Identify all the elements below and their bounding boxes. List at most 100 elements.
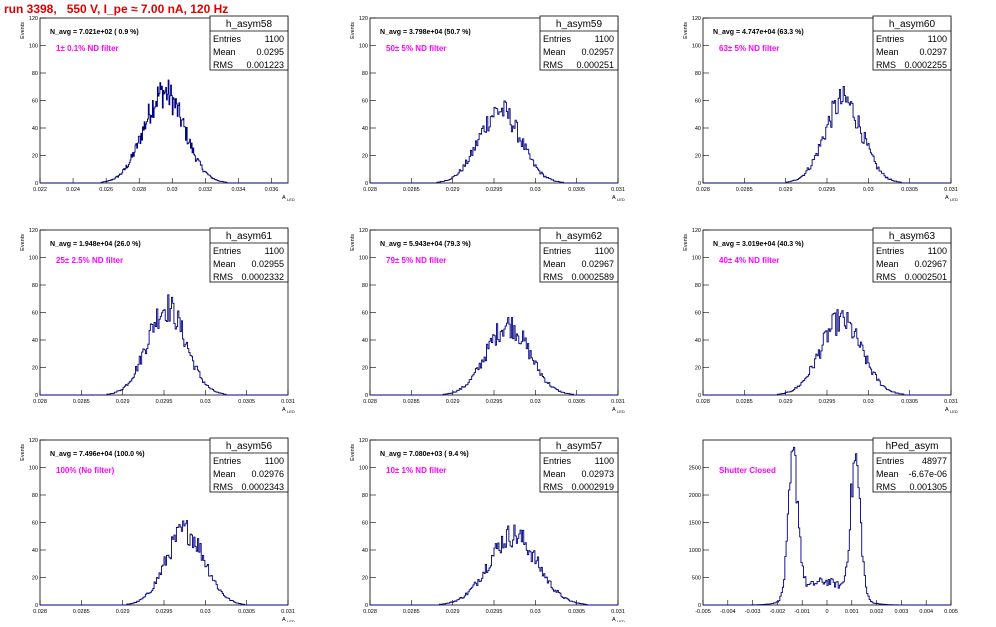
histogram-line [370, 317, 618, 396]
y-tick-label: 80 [362, 283, 368, 289]
stats-label: Mean [543, 469, 566, 479]
run-title: run 3398, 550 V, I_pe ≈ 7.00 nA, 120 Hz [4, 2, 229, 16]
x-tick-label: -0.003 [745, 609, 761, 615]
stats-label: Mean [213, 259, 236, 269]
stats-value: 0.0002255 [904, 60, 947, 70]
histogram-line [40, 520, 288, 606]
y-tick-label: 80 [695, 283, 701, 289]
x-tick-label: 0.0305 [568, 187, 585, 193]
y-axis-label: Events [350, 234, 356, 251]
stats-title: h_asym59 [556, 19, 603, 30]
x-axis-label: A [945, 407, 949, 413]
x-tick-label: 0.03 [530, 609, 541, 615]
x-tick-label: 0.0305 [901, 187, 918, 193]
x-tick-label: 0.031 [611, 399, 625, 405]
stats-box: h_asym59 Entries 1100 Mean 0.02957 RMS 0.00025… [539, 15, 619, 71]
stats-value: 0.02973 [581, 469, 614, 479]
stats-box: h_asym61 Entries 1100 Mean 0.02955 RMS 0.00023… [209, 227, 289, 283]
y-tick-label: 40 [695, 338, 701, 344]
y-tick-label: 40 [32, 126, 38, 132]
x-tick-label: 0.031 [281, 609, 295, 615]
histogram-panel-h_asym62: 0 20 40 60 80 100 120 0.028 0.0285 0.029 0.0295 0.0… [350, 227, 625, 414]
x-tick-label: 0.031 [944, 399, 958, 405]
stats-value: 0.001223 [246, 60, 284, 70]
n-avg-label: N_avg = 7.021e+02 ( 0.9 %) [50, 29, 139, 36]
stats-value: 1100 [265, 456, 284, 466]
x-tick-label: 0.001 [845, 609, 859, 615]
stats-label: Entries [543, 34, 572, 44]
x-axis-label-sub: LED [617, 409, 625, 414]
stats-box: h_asym56 Entries 1100 Mean 0.02976 RMS 0.00023… [209, 437, 289, 493]
x-tick-label: 0.0285 [403, 609, 420, 615]
x-tick-label: 0.0295 [156, 399, 173, 405]
stats-value: 0.02967 [581, 259, 614, 269]
y-tick-label: 60 [32, 99, 38, 105]
n-avg-label: N_avg = 5.943e+04 (79.3 %) [380, 241, 471, 248]
stats-label: RMS [876, 60, 896, 70]
filter-note: 63± 5% ND filter [719, 44, 779, 53]
x-tick-label: 0.029 [446, 187, 460, 193]
y-tick-label: 80 [362, 493, 368, 499]
stats-label: RMS [876, 482, 896, 492]
histogram-line [703, 86, 951, 184]
y-tick-label: 60 [695, 99, 701, 105]
filter-note: 100% (No filter) [56, 466, 115, 475]
x-tick-label: 0.0295 [819, 187, 836, 193]
x-tick-label: 0.005 [944, 609, 958, 615]
x-tick-label: 0.024 [66, 187, 80, 193]
stats-label: Mean [876, 259, 899, 269]
y-tick-label: 0 [35, 603, 38, 609]
histogram-line [40, 294, 288, 396]
histogram-panel-h_asym63: 0 20 40 60 80 100 120 0.028 0.0285 0.029 0.0295 0.0… [683, 227, 958, 414]
stats-value: 0.0002501 [904, 272, 947, 282]
histogram-panel-h_asym56: 0 20 40 60 80 100 120 0.028 0.0285 0.029 0.0295 0.0… [20, 437, 295, 624]
filter-note: 10± 1% ND filter [386, 466, 446, 475]
filter-note: 25± 2.5% ND filter [56, 256, 123, 265]
x-tick-label: 0.028 [363, 399, 377, 405]
y-tick-label: 120 [359, 438, 368, 444]
x-axis-label: A [282, 195, 286, 201]
x-tick-label: -0.004 [720, 609, 736, 615]
y-tick-label: 0 [698, 181, 701, 187]
x-tick-label: 0.029 [779, 187, 793, 193]
y-tick-label: 60 [695, 311, 701, 317]
stats-title: h_asym60 [889, 19, 936, 30]
y-tick-label: 20 [362, 154, 368, 160]
x-tick-label: 0.031 [611, 609, 625, 615]
x-tick-label: 0.031 [281, 399, 295, 405]
stats-value: 0.02955 [251, 259, 284, 269]
histogram-line [703, 446, 951, 606]
stats-value: 0.0297 [919, 47, 947, 57]
histogram-line [370, 524, 618, 606]
y-tick-label: 1000 [689, 548, 701, 554]
histogram-panel-hPed_asym: 0 500 1000 1500 2000 2500 -0.005 -0.004 -0.003 -0… [689, 437, 958, 615]
x-axis-label: A [282, 407, 286, 413]
n-avg-label: N_avg = 7.080e+03 ( 9.4 %) [380, 451, 469, 458]
x-tick-label: 0.028 [33, 609, 47, 615]
y-tick-label: 40 [362, 126, 368, 132]
x-axis-label-sub: LED [287, 197, 295, 202]
x-axis-label: A [612, 195, 616, 201]
y-tick-label: 40 [32, 338, 38, 344]
y-tick-label: 100 [29, 44, 38, 50]
x-tick-label: -0.002 [770, 609, 786, 615]
y-tick-label: 2000 [689, 493, 701, 499]
x-tick-label: 0.031 [944, 187, 958, 193]
stats-box: h_asym60 Entries 1100 Mean 0.0297 RMS 0.000225… [872, 15, 952, 71]
y-tick-label: 120 [359, 228, 368, 234]
y-tick-label: 60 [362, 99, 368, 105]
stats-value: 1100 [928, 246, 947, 256]
x-tick-label: 0.0295 [486, 609, 503, 615]
y-tick-label: 120 [29, 228, 38, 234]
y-tick-label: 20 [32, 154, 38, 160]
stats-label: Mean [876, 47, 899, 57]
stats-value: 1100 [595, 456, 614, 466]
stats-value: 0.0002919 [571, 482, 614, 492]
stats-box: h_asym57 Entries 1100 Mean 0.02973 RMS 0.00029… [539, 437, 619, 493]
n-avg-label: N_avg = 1.948e+04 (26.0 %) [50, 241, 141, 248]
y-tick-label: 120 [29, 16, 38, 22]
x-tick-label: 0.03 [200, 609, 211, 615]
stats-label: Entries [543, 246, 572, 256]
histogram-panel-h_asym57: 0 20 40 60 80 100 120 0.028 0.0285 0.029 0.0295 0.0… [350, 437, 625, 624]
y-tick-label: 20 [695, 154, 701, 160]
